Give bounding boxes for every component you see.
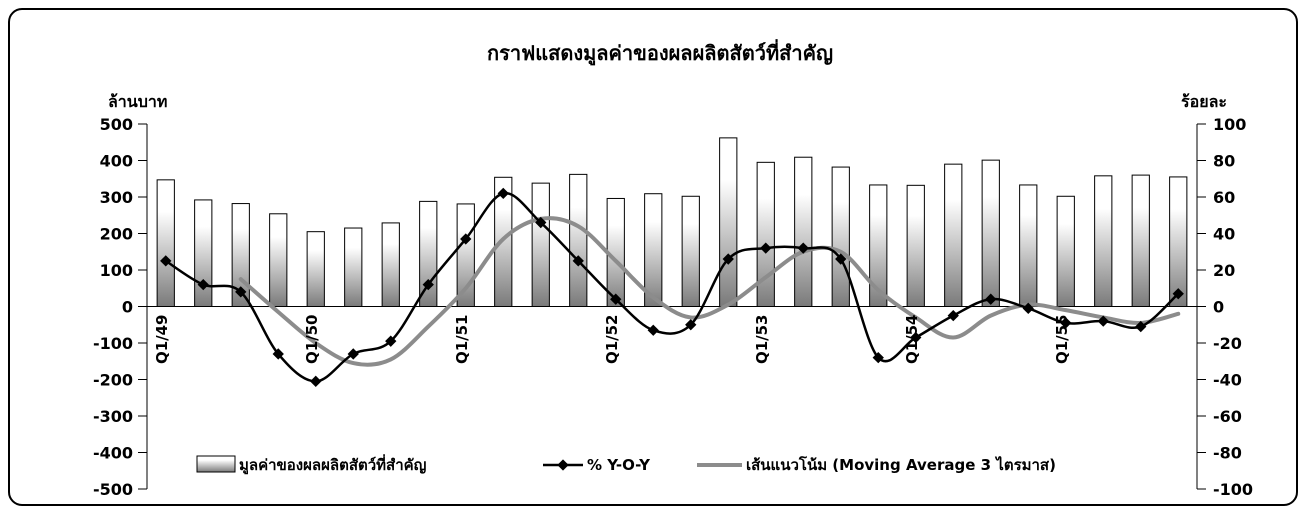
left-tick-label: 400 bbox=[100, 152, 133, 171]
yoy-point bbox=[497, 187, 509, 200]
yoy-point bbox=[235, 286, 247, 298]
right-tick-label: 60 bbox=[1213, 188, 1235, 207]
bar bbox=[794, 156, 813, 307]
x-labels-group: Q1/49 Q1/50 Q1/51 Q1/52 Q1/53 Q1/54 Q1/55 bbox=[153, 315, 1071, 365]
bar bbox=[906, 184, 925, 308]
yoy-point bbox=[535, 216, 547, 229]
yoy-point bbox=[197, 278, 209, 291]
yoy-point bbox=[385, 335, 397, 347]
yoy-point bbox=[647, 324, 659, 336]
bar bbox=[269, 213, 288, 307]
right-tick-label: -100 bbox=[1213, 480, 1253, 499]
x-tick-label: Q1/51 bbox=[453, 315, 471, 365]
right-tick-label: 0 bbox=[1213, 298, 1224, 317]
right-tick-label: -40 bbox=[1213, 371, 1242, 390]
bar bbox=[719, 137, 738, 307]
legend-label-yoy: % Y-O-Y bbox=[587, 456, 651, 474]
yoy-point bbox=[310, 375, 322, 387]
right-tick-label: 80 bbox=[1213, 152, 1235, 171]
x-tick-label: Q1/52 bbox=[603, 315, 621, 365]
right-tick-label: -20 bbox=[1213, 334, 1242, 353]
bar bbox=[419, 200, 438, 308]
bar bbox=[194, 199, 213, 307]
bar bbox=[1019, 184, 1038, 307]
bar bbox=[569, 173, 588, 307]
left-tick-label: -500 bbox=[93, 480, 133, 499]
left-axis-label: ล้านบาท bbox=[108, 92, 167, 111]
right-tick-label: 20 bbox=[1213, 261, 1235, 280]
bar bbox=[344, 227, 363, 307]
left-tick-label: -400 bbox=[93, 444, 133, 463]
bar bbox=[156, 179, 175, 307]
yoy-point bbox=[685, 319, 697, 331]
x-tick-label: Q1/55 bbox=[1053, 315, 1071, 365]
lines-group bbox=[160, 187, 1184, 387]
legend-label-bars: มูลค่าของผลผลิตสัตว์ที่สำคัญ bbox=[239, 454, 427, 475]
yoy-point bbox=[947, 309, 959, 322]
yoy-point bbox=[872, 351, 884, 364]
bar bbox=[944, 163, 963, 307]
legend-swatch-bars bbox=[196, 455, 236, 473]
yoy-point bbox=[572, 255, 584, 267]
bars-group bbox=[156, 137, 1188, 308]
x-tick-label: Q1/49 bbox=[153, 315, 171, 365]
yoy-point bbox=[1060, 317, 1072, 329]
bar bbox=[831, 166, 850, 307]
left-tick-label: -300 bbox=[93, 407, 133, 426]
left-tick-label: 0 bbox=[122, 298, 133, 317]
yoy-point bbox=[610, 293, 622, 305]
yoy-point bbox=[985, 293, 997, 305]
yoy-point bbox=[422, 278, 434, 291]
legend-label-ma: เส้นแนวโน้ม (Moving Average 3 ไตรมาส) bbox=[746, 455, 1056, 474]
x-tick-label: Q1/50 bbox=[303, 315, 321, 365]
left-tick-label: -100 bbox=[93, 334, 133, 353]
legend-marker-yoy bbox=[557, 459, 569, 471]
bar bbox=[306, 231, 325, 307]
yoy-point bbox=[760, 242, 772, 254]
bar bbox=[381, 222, 400, 307]
legend: มูลค่าของผลผลิตสัตว์ที่สำคัญ % Y-O-Y เส้… bbox=[196, 454, 1056, 475]
yoy-point bbox=[797, 242, 809, 254]
yoy-point bbox=[910, 331, 922, 344]
ma-line bbox=[238, 216, 1181, 367]
right-axis-label: ร้อยละ bbox=[1181, 92, 1227, 111]
yoy-point bbox=[1097, 315, 1109, 327]
bar bbox=[869, 184, 888, 307]
yoy-point bbox=[1022, 302, 1034, 314]
chart-title: กราฟแสดงมูลค่าของผลผลิตสัตว์ที่สำคัญ bbox=[487, 38, 833, 67]
x-tick-label: Q1/53 bbox=[753, 315, 771, 365]
left-tick-label: 300 bbox=[100, 188, 133, 207]
bar bbox=[494, 176, 513, 307]
bar bbox=[531, 182, 550, 308]
yoy-point bbox=[1172, 288, 1184, 300]
right-tick-label: 40 bbox=[1213, 225, 1235, 244]
bar bbox=[1056, 195, 1075, 308]
bar bbox=[1131, 174, 1150, 307]
left-tick-label: 200 bbox=[100, 225, 133, 244]
left-tick-label: -200 bbox=[93, 371, 133, 390]
left-tick-label: 500 bbox=[100, 115, 133, 134]
yoy-point bbox=[1135, 320, 1147, 333]
yoy-point bbox=[160, 255, 172, 267]
yoy-line bbox=[165, 192, 1180, 383]
axes-group: 5004003002001000-100-200-300-400-5001008… bbox=[93, 115, 1253, 499]
yoy-point bbox=[460, 233, 472, 245]
right-tick-label: 100 bbox=[1213, 115, 1246, 134]
left-tick-label: 100 bbox=[100, 261, 133, 280]
bar bbox=[681, 195, 700, 308]
right-tick-label: -60 bbox=[1213, 407, 1242, 426]
right-tick-label: -80 bbox=[1213, 444, 1242, 463]
x-tick-label: Q1/54 bbox=[903, 315, 921, 365]
bar bbox=[1094, 175, 1113, 307]
yoy-point bbox=[347, 348, 359, 360]
bar bbox=[644, 193, 663, 307]
bar bbox=[981, 159, 1000, 307]
bar bbox=[1169, 176, 1188, 307]
yoy-point bbox=[272, 348, 284, 360]
bar bbox=[756, 161, 775, 307]
